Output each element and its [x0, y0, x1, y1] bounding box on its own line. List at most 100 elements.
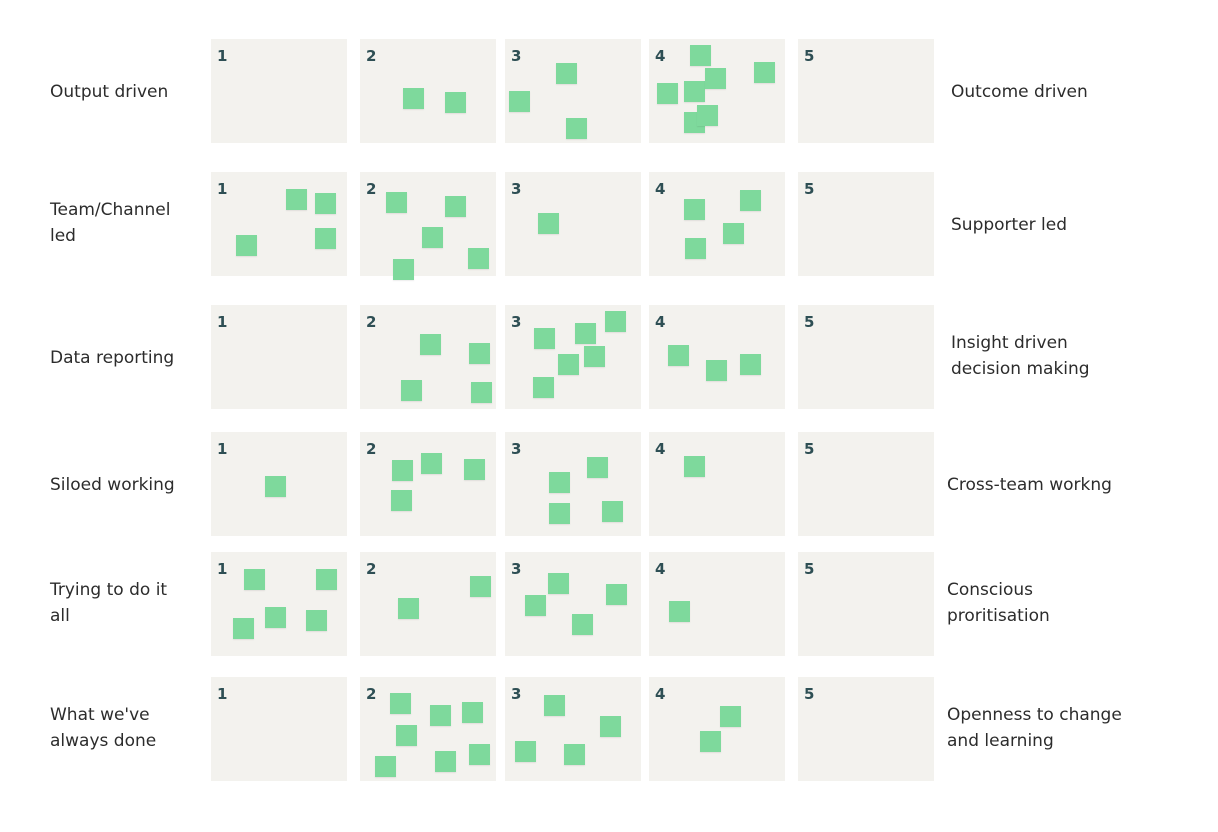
sticky-note[interactable] [606, 584, 627, 605]
score-cell-1[interactable]: 1 [211, 677, 347, 781]
sticky-note[interactable] [509, 91, 530, 112]
left-label: What we've always done [50, 705, 157, 751]
score-cell-5[interactable]: 5 [798, 677, 934, 781]
sticky-note[interactable] [723, 223, 744, 244]
sticky-note[interactable] [572, 614, 593, 635]
sticky-note[interactable] [534, 328, 555, 349]
score-cell-5[interactable]: 5 [798, 39, 934, 143]
sticky-note[interactable] [549, 503, 570, 524]
score-cell-5[interactable]: 5 [798, 552, 934, 656]
sticky-note[interactable] [236, 235, 257, 256]
sticky-note[interactable] [668, 345, 689, 366]
sticky-note[interactable] [421, 453, 442, 474]
sticky-note[interactable] [265, 476, 286, 497]
sticky-note[interactable] [754, 62, 775, 83]
cell-number: 3 [511, 47, 522, 65]
sticky-note[interactable] [315, 193, 336, 214]
sticky-note[interactable] [392, 460, 413, 481]
sticky-note[interactable] [705, 68, 726, 89]
sticky-note[interactable] [445, 92, 466, 113]
sticky-note[interactable] [386, 192, 407, 213]
sticky-note[interactable] [575, 323, 596, 344]
sticky-note[interactable] [602, 501, 623, 522]
sticky-note[interactable] [315, 228, 336, 249]
sticky-note[interactable] [470, 576, 491, 597]
sticky-note[interactable] [605, 311, 626, 332]
sticky-note[interactable] [684, 456, 705, 477]
sticky-note[interactable] [515, 741, 536, 762]
sticky-note[interactable] [544, 695, 565, 716]
left-label: Siloed working [50, 475, 175, 495]
sticky-note[interactable] [469, 343, 490, 364]
sticky-note[interactable] [306, 610, 327, 631]
score-cell-1[interactable]: 1 [211, 305, 347, 409]
score-cell-1[interactable]: 1 [211, 552, 347, 656]
sticky-note[interactable] [422, 227, 443, 248]
score-cell-5[interactable]: 5 [798, 305, 934, 409]
sticky-note[interactable] [706, 360, 727, 381]
sticky-note[interactable] [233, 618, 254, 639]
sticky-note[interactable] [584, 346, 605, 367]
sticky-note[interactable] [244, 569, 265, 590]
sticky-note[interactable] [398, 598, 419, 619]
sticky-note[interactable] [391, 490, 412, 511]
sticky-note[interactable] [462, 702, 483, 723]
sticky-note[interactable] [464, 459, 485, 480]
sticky-note[interactable] [684, 81, 705, 102]
score-cell-2[interactable]: 2 [360, 552, 496, 656]
sticky-note[interactable] [558, 354, 579, 375]
sticky-note[interactable] [684, 199, 705, 220]
sticky-note[interactable] [564, 744, 585, 765]
score-cell-5[interactable]: 5 [798, 172, 934, 276]
sticky-note[interactable] [697, 105, 718, 126]
sticky-note[interactable] [396, 725, 417, 746]
cell-number: 2 [366, 560, 377, 578]
cell-number: 4 [655, 47, 666, 65]
cell-number: 1 [217, 560, 228, 578]
sticky-note[interactable] [430, 705, 451, 726]
sticky-note[interactable] [469, 744, 490, 765]
sticky-note[interactable] [690, 45, 711, 66]
right-label: Conscious proritisation [947, 580, 1050, 626]
sticky-note[interactable] [316, 569, 337, 590]
score-cell-3[interactable]: 3 [505, 172, 641, 276]
sticky-note[interactable] [740, 190, 761, 211]
sticky-note[interactable] [587, 457, 608, 478]
sticky-note[interactable] [265, 607, 286, 628]
score-cell-1[interactable]: 1 [211, 172, 347, 276]
sticky-note[interactable] [286, 189, 307, 210]
sticky-note[interactable] [600, 716, 621, 737]
sticky-note[interactable] [720, 706, 741, 727]
sticky-note[interactable] [525, 595, 546, 616]
sticky-note[interactable] [556, 63, 577, 84]
score-cell-5[interactable]: 5 [798, 432, 934, 536]
score-cell-4[interactable]: 4 [649, 172, 785, 276]
sticky-note[interactable] [471, 382, 492, 403]
sticky-note[interactable] [401, 380, 422, 401]
sticky-note[interactable] [420, 334, 441, 355]
sticky-note[interactable] [403, 88, 424, 109]
sticky-note[interactable] [548, 573, 569, 594]
sticky-note[interactable] [375, 756, 396, 777]
score-cell-2[interactable]: 2 [360, 39, 496, 143]
score-cell-1[interactable]: 1 [211, 39, 347, 143]
sticky-note[interactable] [445, 196, 466, 217]
sticky-note[interactable] [657, 83, 678, 104]
sticky-note[interactable] [700, 731, 721, 752]
sticky-note[interactable] [393, 259, 414, 280]
score-cell-4[interactable]: 4 [649, 677, 785, 781]
sticky-note[interactable] [538, 213, 559, 234]
sticky-note[interactable] [468, 248, 489, 269]
cell-number: 5 [804, 313, 815, 331]
sticky-note[interactable] [740, 354, 761, 375]
sticky-note[interactable] [390, 693, 411, 714]
sticky-note[interactable] [566, 118, 587, 139]
score-cell-4[interactable]: 4 [649, 432, 785, 536]
sticky-note[interactable] [549, 472, 570, 493]
sticky-note[interactable] [685, 238, 706, 259]
right-label: Cross-team workng [947, 475, 1112, 495]
score-cell-2[interactable]: 2 [360, 432, 496, 536]
sticky-note[interactable] [669, 601, 690, 622]
sticky-note[interactable] [533, 377, 554, 398]
sticky-note[interactable] [435, 751, 456, 772]
